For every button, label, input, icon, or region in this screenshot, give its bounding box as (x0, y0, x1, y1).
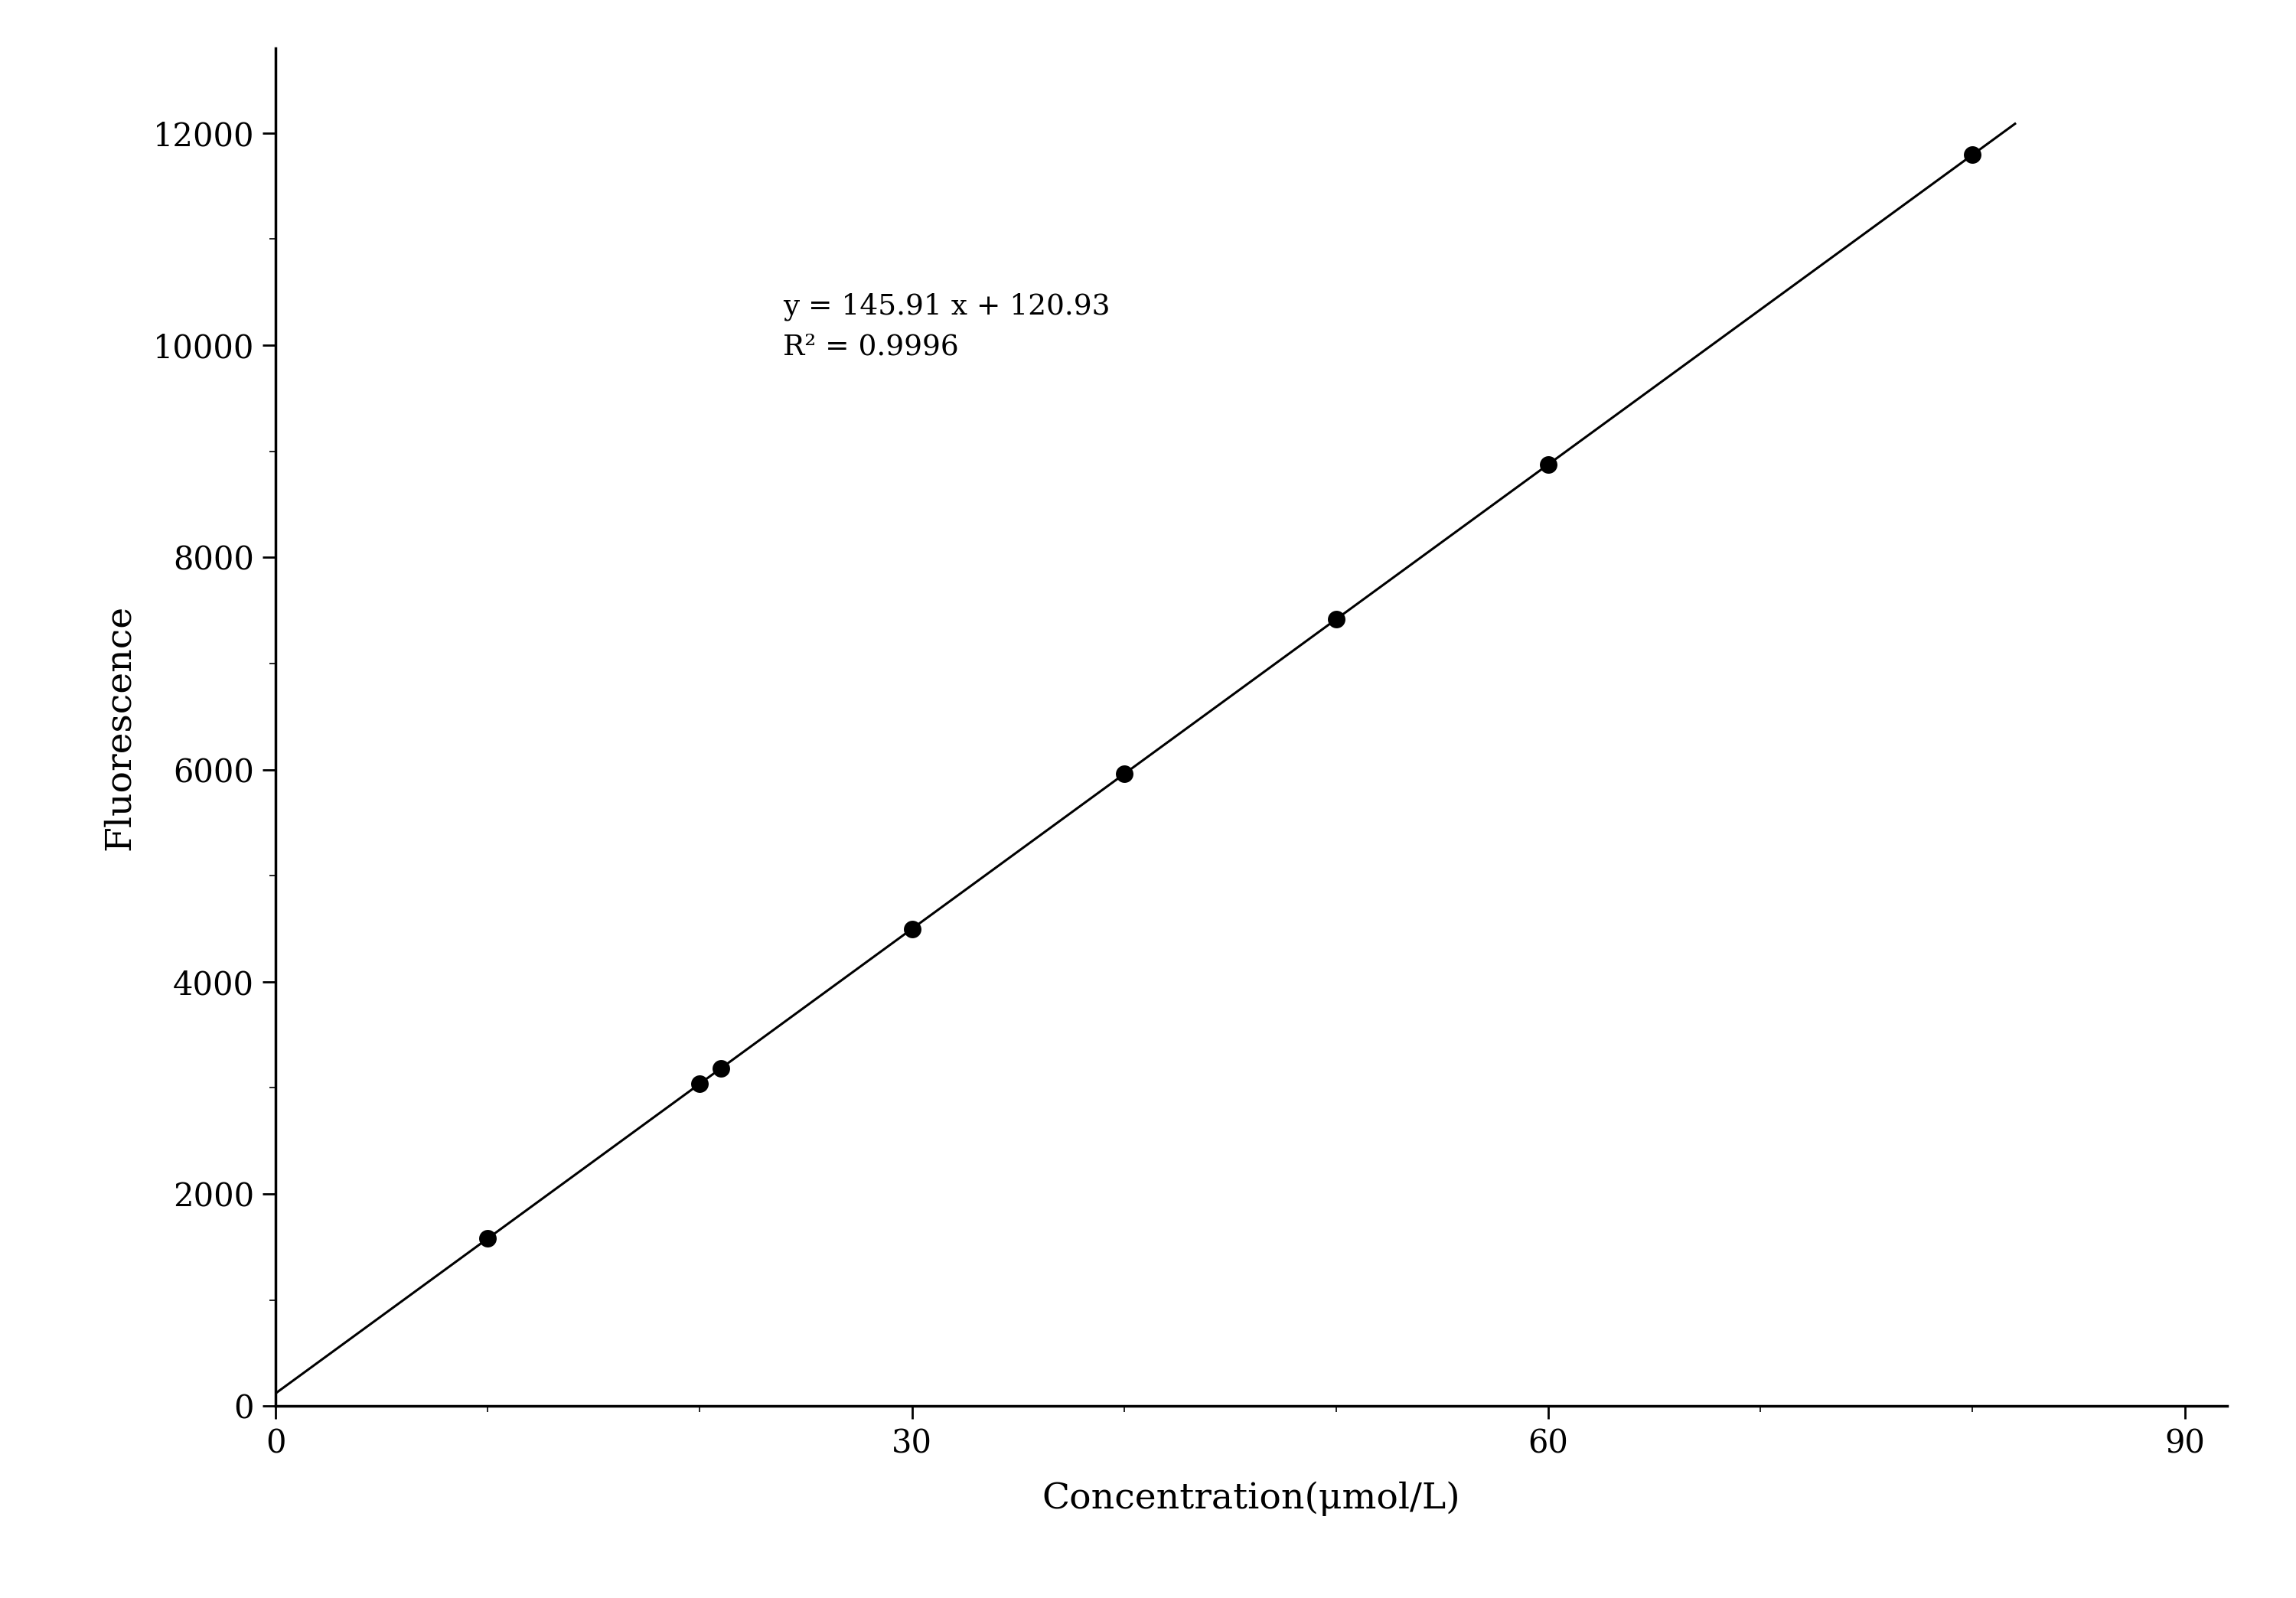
Point (468, 1226, 505, 1251)
Point (1318, 607, 1355, 633)
Text: y = 145.91 x + 120.93
R² = 0.9996: y = 145.91 x + 120.93 R² = 0.9996 (783, 292, 1111, 361)
Point (893, 916, 930, 941)
Point (1107, 761, 1143, 786)
Point (682, 1071, 719, 1096)
Y-axis label: Fluorescence: Fluorescence (103, 604, 138, 850)
Point (1954, 142, 1991, 168)
X-axis label: Concentration(μmol/L): Concentration(μmol/L) (1042, 1481, 1460, 1517)
Point (1529, 452, 1566, 478)
Point (703, 1055, 739, 1080)
